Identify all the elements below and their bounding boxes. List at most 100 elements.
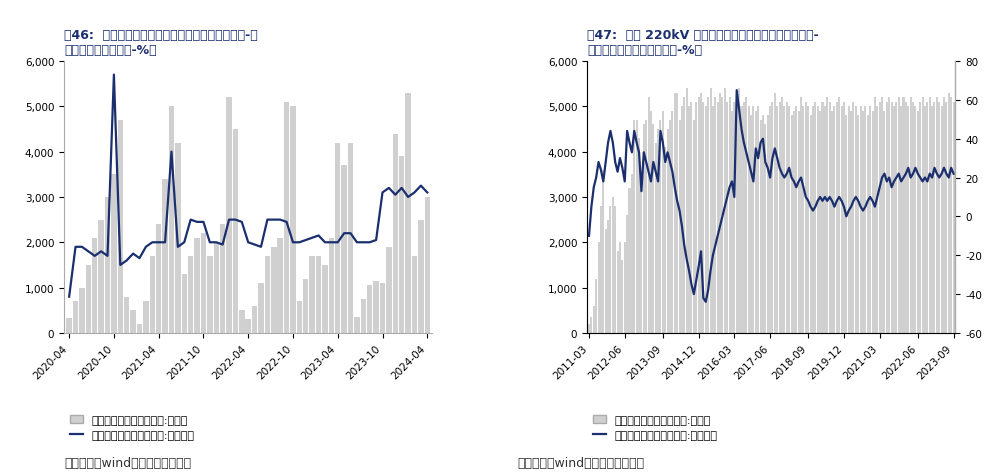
Bar — [731, 112, 733, 333]
Bar — [838, 98, 840, 333]
Bar — [643, 125, 645, 333]
Bar — [897, 98, 899, 333]
Bar — [348, 143, 354, 333]
Bar — [914, 107, 916, 333]
Bar — [845, 116, 847, 333]
Bar — [657, 130, 659, 333]
Bar — [98, 220, 103, 333]
Bar — [679, 121, 681, 333]
Bar — [922, 98, 924, 333]
Bar — [936, 98, 938, 333]
Bar — [850, 112, 852, 333]
Bar — [645, 121, 647, 333]
Bar — [406, 94, 411, 333]
Bar — [826, 98, 828, 333]
Legend: 电网基本建设投资完成额:累计值, 电网基本建设投资完成额:累计同比: 电网基本建设投资完成额:累计值, 电网基本建设投资完成额:累计同比 — [70, 415, 195, 440]
Bar — [821, 103, 823, 333]
Bar — [836, 103, 838, 333]
Bar — [686, 89, 688, 333]
Bar — [175, 143, 180, 333]
Bar — [828, 103, 830, 333]
Bar — [919, 103, 921, 333]
Bar — [743, 103, 745, 333]
Bar — [888, 98, 890, 333]
Bar — [860, 107, 862, 333]
Bar — [425, 198, 430, 333]
Bar — [207, 257, 213, 333]
Bar — [766, 116, 768, 333]
Bar — [833, 107, 835, 333]
Bar — [795, 107, 797, 333]
Bar — [939, 103, 941, 333]
Bar — [946, 103, 948, 333]
Bar — [902, 98, 904, 333]
Bar — [86, 266, 91, 333]
Text: 图46:  电网基本建设投资完成累计（左轴：累计值-亿
元；右轴：累计同比-%）: 图46: 电网基本建设投资完成累计（左轴：累计值-亿 元；右轴：累计同比-%） — [64, 29, 258, 57]
Bar — [759, 121, 761, 333]
Bar — [748, 107, 750, 333]
Bar — [412, 257, 418, 333]
Bar — [877, 107, 879, 333]
Bar — [764, 125, 766, 333]
Bar — [163, 179, 167, 333]
Bar — [600, 207, 602, 333]
Bar — [791, 116, 793, 333]
Bar — [805, 103, 807, 333]
Bar — [810, 116, 812, 333]
Bar — [638, 139, 640, 333]
Bar — [610, 207, 612, 333]
Bar — [303, 279, 308, 333]
Bar — [615, 207, 617, 333]
Bar — [373, 281, 379, 333]
Bar — [194, 238, 200, 333]
Bar — [681, 107, 683, 333]
Bar — [943, 98, 945, 333]
Bar — [676, 94, 678, 333]
Bar — [931, 107, 933, 333]
Bar — [201, 234, 206, 333]
Bar — [622, 261, 624, 333]
Bar — [104, 198, 110, 333]
Bar — [803, 107, 805, 333]
Bar — [329, 238, 334, 333]
Bar — [607, 220, 609, 333]
Bar — [652, 125, 654, 333]
Bar — [874, 98, 876, 333]
Bar — [800, 98, 802, 333]
Bar — [227, 98, 231, 333]
Bar — [245, 320, 251, 333]
Bar — [783, 107, 785, 333]
Bar — [612, 198, 614, 333]
Bar — [92, 238, 98, 333]
Bar — [188, 257, 193, 333]
Bar — [124, 297, 129, 333]
Bar — [798, 112, 800, 333]
Bar — [316, 257, 321, 333]
Bar — [156, 225, 162, 333]
Text: 图47:  新增 220kV 及以上变电容量累计（左轴：累计值-
万千伏安；右轴：累计同比-%）: 图47: 新增 220kV 及以上变电容量累计（左轴：累计值- 万千伏安；右轴：… — [587, 29, 819, 57]
Bar — [895, 103, 897, 333]
Bar — [590, 317, 592, 333]
Bar — [117, 121, 123, 333]
Bar — [214, 243, 219, 333]
Bar — [934, 103, 936, 333]
Bar — [630, 175, 633, 333]
Bar — [664, 148, 666, 333]
Bar — [709, 89, 711, 333]
Bar — [781, 98, 783, 333]
Bar — [181, 274, 187, 333]
Bar — [79, 288, 85, 333]
Bar — [655, 143, 657, 333]
Bar — [278, 238, 283, 333]
Bar — [265, 257, 270, 333]
Bar — [635, 121, 637, 333]
Bar — [626, 216, 628, 333]
Bar — [817, 107, 819, 333]
Bar — [628, 188, 630, 333]
Bar — [776, 107, 778, 333]
Bar — [840, 107, 842, 333]
Bar — [707, 98, 709, 333]
Bar — [753, 107, 755, 333]
Bar — [917, 112, 919, 333]
Bar — [843, 103, 845, 333]
